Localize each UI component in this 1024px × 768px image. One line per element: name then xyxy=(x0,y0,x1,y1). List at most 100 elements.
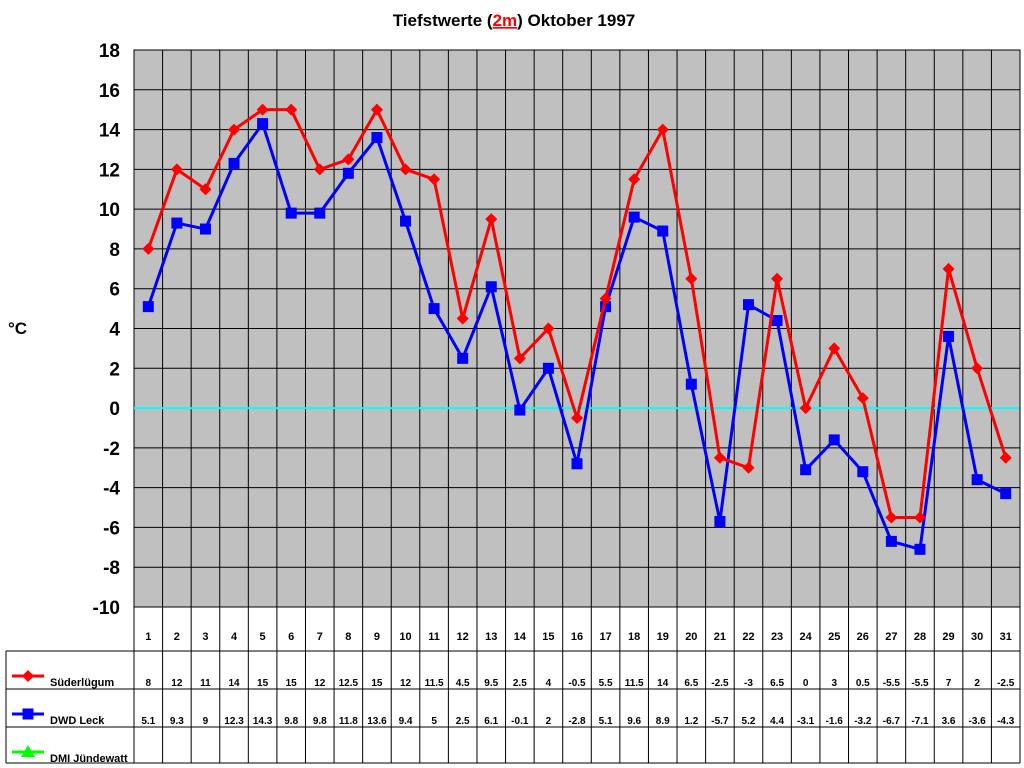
data-point-diamond xyxy=(228,123,241,136)
x-tick-label: 11 xyxy=(428,631,440,643)
y-tick-label: 14 xyxy=(99,121,121,142)
table-value: 6.5 xyxy=(770,678,784,689)
legend-marker-diamond xyxy=(22,670,34,682)
data-point-diamond xyxy=(170,163,183,176)
table-value: 12.5 xyxy=(339,678,359,689)
data-point-square xyxy=(685,378,697,390)
table-value: 11 xyxy=(200,678,211,689)
data-point-square xyxy=(428,303,440,315)
data-point-square xyxy=(657,225,669,237)
data-point-square xyxy=(285,207,297,219)
table-value: 2 xyxy=(974,678,980,689)
table-value: -6.7 xyxy=(883,716,901,727)
x-tick-label: 30 xyxy=(971,631,983,643)
x-tick-label: 12 xyxy=(457,631,469,643)
table-value: -2.8 xyxy=(568,716,586,727)
data-point-square xyxy=(199,223,211,235)
data-point-square xyxy=(742,299,754,311)
x-tick-label: 21 xyxy=(714,631,726,643)
data-point-square xyxy=(228,157,240,169)
table-value: 2.5 xyxy=(513,678,527,689)
x-tick-label: 23 xyxy=(771,631,783,643)
x-tick-label: 15 xyxy=(542,631,554,643)
data-point-square xyxy=(914,543,926,555)
table-value: 3 xyxy=(831,678,837,689)
table-value: 9.3 xyxy=(170,716,184,727)
table-value: 7 xyxy=(946,678,952,689)
data-point-square xyxy=(485,281,497,293)
y-tick-label: -4 xyxy=(103,479,120,500)
data-point-diamond xyxy=(285,103,298,116)
x-tick-label: 17 xyxy=(599,631,611,643)
data-point-square xyxy=(142,301,154,313)
table-value: 2.5 xyxy=(456,716,470,727)
table-value: 14.3 xyxy=(253,716,273,727)
y-tick-label: 16 xyxy=(99,81,120,102)
x-tick-label: 13 xyxy=(485,631,497,643)
data-point-square xyxy=(171,217,183,229)
legend-marker-triangle xyxy=(21,745,35,757)
table-value: 8 xyxy=(146,678,152,689)
table-value: -3.1 xyxy=(797,716,815,727)
data-point-diamond xyxy=(456,312,469,325)
x-tick-label: 27 xyxy=(885,631,897,643)
data-point-diamond xyxy=(370,103,383,116)
y-tick-label: 6 xyxy=(109,280,120,301)
data-point-diamond xyxy=(856,392,869,405)
data-point-square xyxy=(771,315,783,327)
data-point-square xyxy=(885,535,897,547)
data-point-square xyxy=(257,118,269,130)
data-point-diamond xyxy=(885,511,898,524)
legend-label: DMI Jündewatt xyxy=(50,753,128,765)
table-value: 0.5 xyxy=(856,678,870,689)
y-tick-label: -10 xyxy=(93,598,120,619)
data-point-square xyxy=(628,211,640,223)
table-value: 14 xyxy=(657,678,669,689)
table-value: -7.1 xyxy=(911,716,929,727)
table-value: 12 xyxy=(400,678,412,689)
y-tick-label: 12 xyxy=(99,160,120,181)
table-value: -3.2 xyxy=(854,716,872,727)
data-point-square xyxy=(314,207,326,219)
y-tick-label: -2 xyxy=(103,439,120,460)
data-point-diamond xyxy=(542,322,555,335)
x-tick-label: 20 xyxy=(685,631,697,643)
table-value: 5.1 xyxy=(599,716,613,727)
data-point-diamond xyxy=(313,163,326,176)
x-tick-label: 4 xyxy=(231,631,238,643)
x-tick-label: 9 xyxy=(374,631,380,643)
chart-title: Tiefstwerte (2m) Oktober 1997 xyxy=(393,11,636,30)
table-value: 15 xyxy=(371,678,383,689)
title-part: ) Oktober 1997 xyxy=(517,11,635,30)
table-value: 9.6 xyxy=(627,716,641,727)
table-value: -5.5 xyxy=(911,678,929,689)
data-point-square xyxy=(971,474,983,486)
legend-marker-square xyxy=(22,708,34,720)
x-tick-label: 29 xyxy=(942,631,954,643)
table-value: -0.1 xyxy=(511,716,529,727)
table-value: 9.4 xyxy=(399,716,413,727)
x-tick-label: 28 xyxy=(914,631,926,643)
data-point-diamond xyxy=(656,123,669,136)
x-tick-label: 22 xyxy=(742,631,754,643)
table-value: 13.6 xyxy=(367,716,387,727)
data-point-square xyxy=(342,167,354,179)
x-tick-label: 6 xyxy=(288,631,294,643)
table-value: 6.1 xyxy=(484,716,498,727)
data-point-diamond xyxy=(428,173,441,186)
data-point-diamond xyxy=(399,163,412,176)
data-point-square xyxy=(514,404,526,416)
title-part: 2m xyxy=(493,11,518,30)
data-point-diamond xyxy=(628,173,641,186)
data-point-diamond xyxy=(913,511,926,524)
data-point-square xyxy=(800,464,812,476)
data-point-diamond xyxy=(513,352,526,365)
data-point-square xyxy=(457,352,469,364)
legend-label: DWD Leck xyxy=(50,715,105,727)
table-value: 12 xyxy=(314,678,326,689)
table-value: 9.8 xyxy=(284,716,298,727)
table-value: 12.3 xyxy=(224,716,244,727)
data-point-diamond xyxy=(685,272,698,285)
table-value: 11.5 xyxy=(425,678,444,689)
data-point-diamond xyxy=(713,451,726,464)
